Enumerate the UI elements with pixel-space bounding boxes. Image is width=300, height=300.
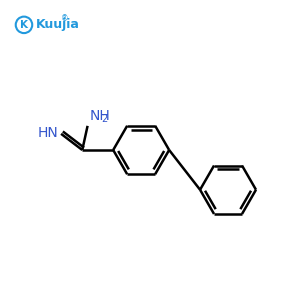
Text: Kuujia: Kuujia xyxy=(36,18,80,32)
Text: K: K xyxy=(20,20,28,30)
Text: NH: NH xyxy=(90,110,111,124)
Text: ®: ® xyxy=(61,14,68,23)
Text: HN: HN xyxy=(38,126,59,140)
Text: 2: 2 xyxy=(101,114,107,124)
